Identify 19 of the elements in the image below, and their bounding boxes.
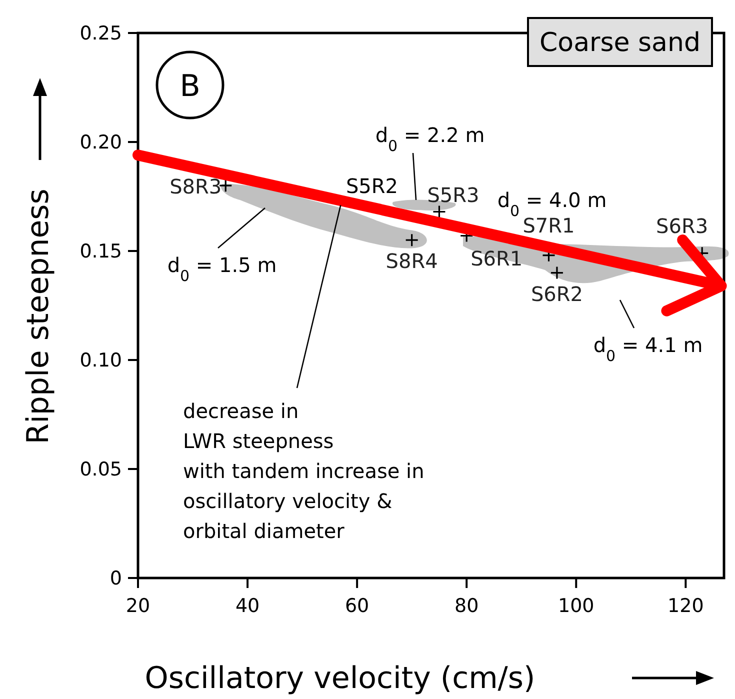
x-tick-label: 40: [235, 595, 260, 617]
y-tick-label: 0.20: [80, 132, 122, 154]
x-tick-label: 80: [454, 595, 479, 617]
annotation: d$_{0}$ = 4.1 m: [593, 333, 703, 365]
y-tick-label: 0: [110, 568, 122, 590]
x-axis-title: Oscillatory velocity (cm/s): [144, 661, 536, 696]
x-tick-label: 100: [558, 595, 594, 617]
annotation: B: [180, 69, 200, 104]
y-tick-label: 0.10: [80, 350, 122, 372]
y-tick-label: 0.15: [80, 240, 122, 263]
y-axis-title: Ripple steepness: [21, 188, 56, 444]
y-tick-label: 0.05: [80, 458, 122, 481]
y-tick-label: 0.25: [80, 22, 122, 45]
x-tick-label: 60: [344, 595, 370, 617]
x-tick-label: 20: [126, 595, 150, 617]
annotation: Coarse sand: [540, 28, 700, 58]
x-tick-label: 120: [668, 595, 704, 617]
annotation: decrease in LWR steepness with tandem increase in oscillatory velocity & orbital diameter: [183, 399, 424, 543]
annotation: d$_{0}$ = 2.2 m: [375, 123, 485, 155]
